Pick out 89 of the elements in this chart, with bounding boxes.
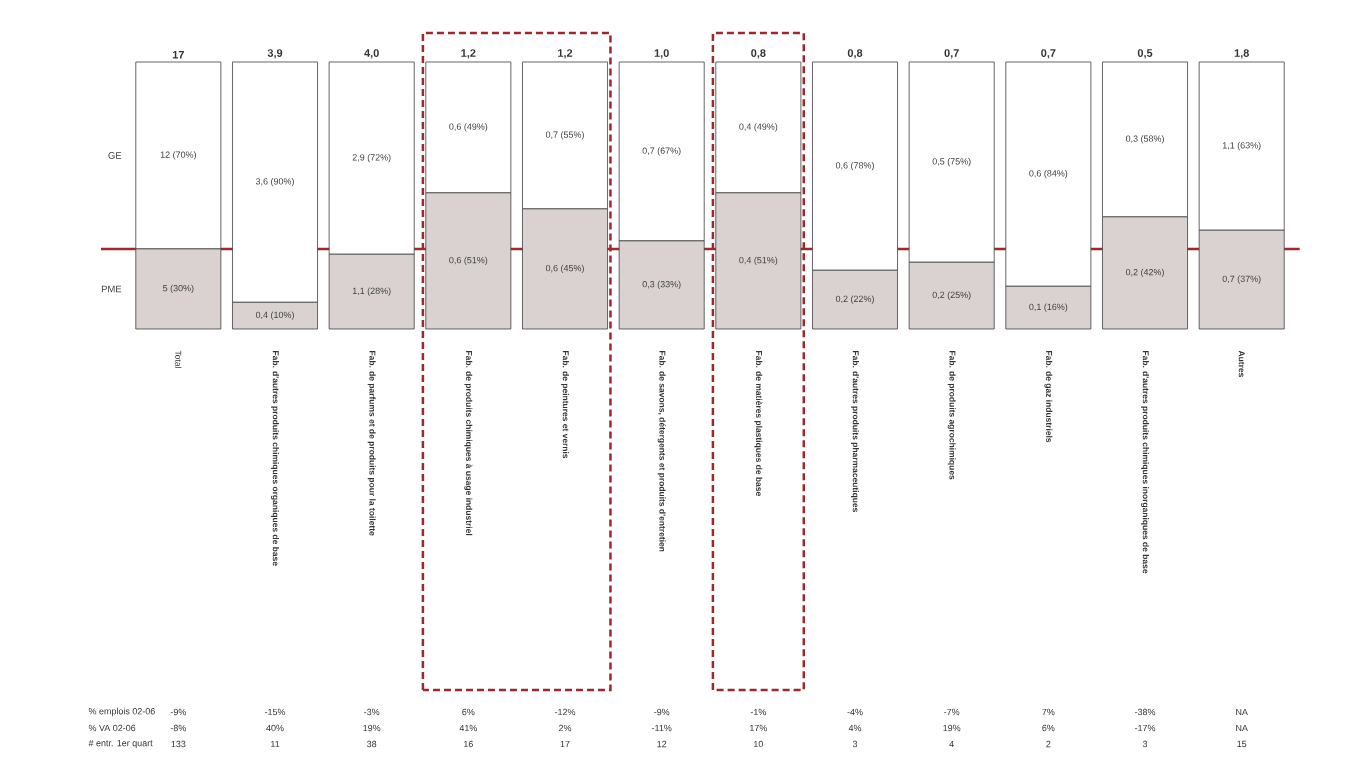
text: -1% [750, 708, 766, 716]
text: 3 [1142, 740, 1148, 748]
text: -9% [170, 708, 186, 716]
text: -38% [1134, 708, 1156, 716]
x-tick-label: Total [175, 350, 182, 368]
text: 4% [848, 724, 862, 732]
data-label: 0,6 (84%) [1029, 169, 1068, 179]
data-label: 0,4 (10%) [255, 311, 294, 320]
text: 6% [462, 708, 475, 716]
data-label: 0,7 (55%) [545, 131, 584, 140]
data-label: 0,1 (16%) [1029, 303, 1068, 312]
x-tick-label: Fab. d'autres produits pharmaceutiques [851, 351, 859, 513]
text: -11% [651, 724, 672, 732]
data-label: 5 (30%) [163, 284, 194, 294]
data-label: 0,5 (75%) [932, 157, 971, 167]
text: -9% [654, 708, 670, 716]
data-label: 0,4 (51%) [739, 256, 778, 266]
text: -4% [847, 708, 863, 716]
text: 3 [852, 740, 858, 748]
text: 17 [560, 740, 570, 748]
text: # entr. 1er quart [88, 739, 153, 749]
text: -3% [364, 708, 380, 716]
text: 0,8 [847, 49, 863, 59]
text: 6% [1042, 724, 1055, 732]
x-tick-label: Autres [1238, 350, 1245, 377]
text: 0,7 [1041, 49, 1056, 59]
data-label: 0,7 (67%) [642, 147, 681, 156]
text: -12% [554, 708, 576, 716]
text: 4,0 [364, 49, 379, 59]
text: 11 [271, 740, 280, 748]
text: 1,0 [654, 49, 669, 59]
text: -7% [944, 708, 960, 716]
data-label: 0,3 (58%) [1125, 135, 1164, 144]
series-label: GE [108, 152, 122, 159]
text: 38 [367, 740, 377, 748]
data-label: 2,9 (72%) [352, 153, 391, 163]
text: 17 [172, 50, 184, 59]
x-tick-label: Fab. de savons, détergents et produits d'entretien [657, 351, 666, 552]
text: 41% [459, 724, 477, 732]
text: % VA 02-06 [88, 724, 136, 732]
text: NA [1236, 708, 1248, 716]
text: 7% [1042, 708, 1055, 716]
text: % emplois 02-06 [88, 707, 155, 717]
text: 2 [1046, 740, 1051, 748]
data-label: 1,1 (63%) [1222, 141, 1261, 151]
text: 3,9 [267, 49, 283, 59]
text: 1,2 [461, 49, 476, 59]
x-tick-label: Fab. de gaz industriels [1044, 351, 1053, 443]
text: 12 [657, 740, 667, 748]
x-tick-label: Fab. de produits chimiques à usage industriel [464, 351, 473, 536]
x-tick-label: Fab. de produits agrochimiques [947, 351, 956, 480]
text: 1,8 [1234, 49, 1249, 59]
text: 133 [171, 740, 186, 748]
series-label: PME [101, 285, 122, 293]
text: 19% [943, 724, 961, 732]
data-label: 0,3 (33%) [642, 280, 681, 290]
data-label: 0,7 (37%) [1222, 275, 1261, 284]
data-label: 0,2 (42%) [1125, 268, 1164, 278]
x-tick-label: Fab. d'autres produits chimiques organiques de base [271, 351, 279, 566]
x-tick-label: Fab. de peintures et vernis [561, 351, 569, 459]
data-label: 3,6 (90%) [255, 177, 294, 187]
text: NA [1236, 724, 1248, 732]
data-label: 0,6 (78%) [835, 161, 874, 171]
text: 0,8 [751, 49, 766, 59]
text: 15 [1237, 740, 1247, 748]
text: 17% [750, 724, 767, 732]
x-tick-label: Fab. de parfums et de produits pour la toilette [367, 351, 376, 536]
text: 4 [949, 740, 954, 748]
text: 0,5 [1137, 49, 1153, 59]
text: 16 [464, 740, 473, 748]
data-label: 0,2 (25%) [932, 291, 971, 300]
text: -17% [1134, 724, 1156, 732]
x-tick-label: Fab. d'autres produits chimiques inorganiques de base [1141, 351, 1149, 574]
data-label: 0,2 (22%) [835, 295, 874, 304]
text: -15% [264, 708, 286, 716]
text: -8% [170, 724, 186, 732]
text: 40% [266, 724, 284, 732]
text: 1,2 [558, 49, 573, 59]
x-tick-label: Fab. de matières plastiques de base [754, 351, 763, 496]
text: 19% [363, 724, 381, 732]
data-label: 12 (70%) [160, 151, 196, 160]
text: 2% [558, 724, 572, 732]
text: 0,7 [944, 49, 959, 59]
text: 10 [754, 740, 763, 748]
data-label: 1,1 (28%) [352, 287, 391, 296]
data-label: 0,6 (51%) [449, 256, 488, 266]
data-label: 0,6 (49%) [449, 123, 488, 132]
data-label: 0,4 (49%) [739, 123, 778, 132]
data-label: 0,6 (45%) [545, 264, 584, 274]
